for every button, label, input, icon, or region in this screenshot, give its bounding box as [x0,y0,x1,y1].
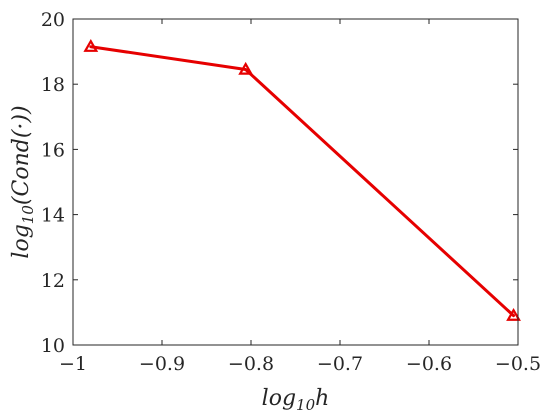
x-axis-label-subscript: 10 [296,396,316,414]
x-tick-label: −1 [59,353,87,375]
y-axis-label-subscript: 10 [19,205,37,225]
y-tick-label: 10 [41,335,65,357]
x-axis-ticks: −1 −0.9 −0.8 −0.7 −0.6 −0.5 [59,19,541,375]
x-axis-label-variable: h [315,386,329,411]
y-tick-label: 16 [41,139,65,161]
data-point-triangle [83,38,99,52]
y-axis-label-rest: (Cond(·)) [9,105,34,205]
axes-box [72,18,519,346]
series-layer [83,38,521,321]
y-axis-ticks: 10 12 14 16 18 20 [41,9,518,357]
x-tick-label: −0.8 [228,353,274,375]
x-tick-label: −0.9 [139,353,185,375]
y-tick-label: 12 [41,270,65,292]
data-point-triangle [506,307,521,321]
y-tick-label: 20 [41,9,65,31]
plot-area [73,19,518,345]
x-tick-label: −0.6 [406,353,452,375]
y-tick-label: 18 [41,74,65,96]
x-tick-label: −0.7 [317,353,363,375]
x-axis-label: log10h [262,386,330,414]
y-tick-label: 14 [41,205,65,227]
x-tick-label: −0.5 [495,353,541,375]
y-axis-label: log10(Cond(·)) [9,105,37,258]
data-point-triangle [238,61,254,75]
series-line [89,45,516,318]
